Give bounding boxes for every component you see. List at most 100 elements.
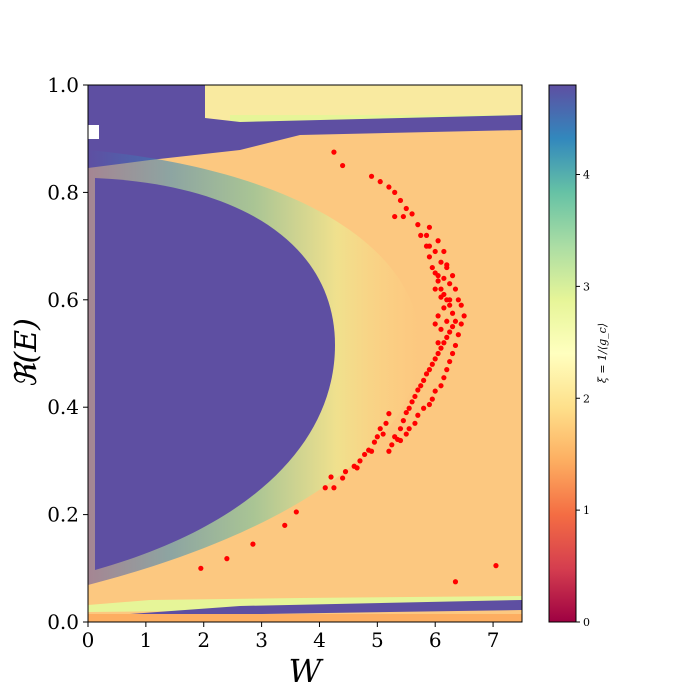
data-point xyxy=(426,254,433,260)
data-point xyxy=(293,509,299,515)
data-point xyxy=(412,420,418,426)
heatmap xyxy=(88,85,522,622)
data-point xyxy=(397,426,404,432)
data-point xyxy=(452,318,459,324)
y-tick-label: 0.4 xyxy=(47,395,79,419)
data-point xyxy=(331,485,337,491)
data-point xyxy=(438,259,444,265)
y-tick-label: 0.0 xyxy=(47,610,79,634)
data-point xyxy=(322,485,328,491)
y-tick-label: 0.6 xyxy=(47,288,79,312)
heatmap-central-purple-region xyxy=(95,178,335,570)
data-point xyxy=(371,439,378,445)
data-point xyxy=(444,334,450,340)
data-point xyxy=(452,342,459,349)
x-tick-label: 1 xyxy=(139,628,152,652)
x-tick-label: 0 xyxy=(82,628,95,652)
data-point xyxy=(438,383,444,389)
data-point xyxy=(438,345,444,351)
data-point xyxy=(224,556,230,562)
data-point xyxy=(435,238,441,244)
data-point xyxy=(397,197,404,204)
data-point xyxy=(409,211,415,217)
data-point xyxy=(406,405,412,411)
data-point xyxy=(415,222,421,228)
colorbar-tick-label: 4 xyxy=(583,169,590,182)
colorbar-gradient xyxy=(548,84,577,623)
plot-frame xyxy=(87,84,523,623)
colorbar-tick-label: 2 xyxy=(583,392,590,405)
data-point xyxy=(435,278,441,284)
data-point xyxy=(368,173,375,179)
data-point xyxy=(461,313,467,319)
data-point xyxy=(403,409,409,416)
data-point xyxy=(458,302,464,308)
data-point xyxy=(426,367,433,373)
y-tick-label: 0.8 xyxy=(47,180,79,204)
data-point xyxy=(282,522,288,528)
heatmap-bottom-purple-strip xyxy=(130,600,522,616)
data-point xyxy=(426,401,433,408)
data-point xyxy=(432,321,438,327)
data-point xyxy=(357,458,363,464)
data-point xyxy=(441,375,447,381)
data-point xyxy=(435,350,441,357)
data-point xyxy=(444,367,450,373)
data-point xyxy=(493,563,499,569)
data-point xyxy=(389,442,395,448)
data-point xyxy=(458,321,464,327)
data-point xyxy=(438,326,444,332)
data-point xyxy=(403,431,409,437)
data-point xyxy=(412,393,418,400)
x-tick-label: 7 xyxy=(487,628,500,652)
data-point xyxy=(449,350,456,357)
data-point xyxy=(386,448,392,454)
data-point xyxy=(415,387,421,393)
colorbar-label: ξ = 1/⟨g_c⟩ xyxy=(596,323,609,383)
data-point xyxy=(441,305,447,311)
data-point xyxy=(400,213,406,220)
data-point xyxy=(198,565,204,571)
data-point xyxy=(380,431,386,437)
data-point xyxy=(377,179,383,185)
data-point xyxy=(421,405,427,411)
data-point xyxy=(392,189,398,195)
y-axis-label: ℜ(E) xyxy=(9,318,44,388)
data-point xyxy=(432,248,438,255)
data-point xyxy=(426,224,433,230)
data-point xyxy=(340,162,346,169)
data-point xyxy=(432,388,438,394)
x-axis-label: W xyxy=(289,652,325,690)
y-tick-label: 0.2 xyxy=(47,503,79,527)
data-point xyxy=(444,318,450,324)
data-point xyxy=(340,475,346,481)
data-point xyxy=(432,356,438,362)
data-point xyxy=(423,371,430,377)
scatter-points xyxy=(198,149,499,585)
data-point xyxy=(455,332,461,338)
heatmap-top-purple-region xyxy=(88,85,522,168)
data-point xyxy=(386,411,392,417)
data-point xyxy=(328,474,334,480)
data-point xyxy=(418,383,424,389)
data-point xyxy=(429,396,435,402)
colorbar-tick-label: 0 xyxy=(583,616,590,629)
data-point xyxy=(432,286,438,292)
data-point xyxy=(447,302,453,308)
data-point xyxy=(400,418,406,424)
data-point xyxy=(383,420,389,426)
data-point xyxy=(449,324,456,330)
colorbar-ticks: 0 1 2 3 4 xyxy=(576,169,590,629)
data-point xyxy=(452,579,459,585)
data-point xyxy=(403,205,409,212)
x-tick-label: 6 xyxy=(429,628,442,652)
heatmap-bottom-edge xyxy=(88,614,522,622)
heatmap-white-patch xyxy=(88,125,99,139)
x-tick-label: 2 xyxy=(197,628,210,652)
data-point xyxy=(441,275,447,281)
data-point xyxy=(342,469,349,475)
data-point xyxy=(435,313,441,319)
data-point xyxy=(441,340,447,346)
y-tick-label: 1.0 xyxy=(47,73,79,97)
